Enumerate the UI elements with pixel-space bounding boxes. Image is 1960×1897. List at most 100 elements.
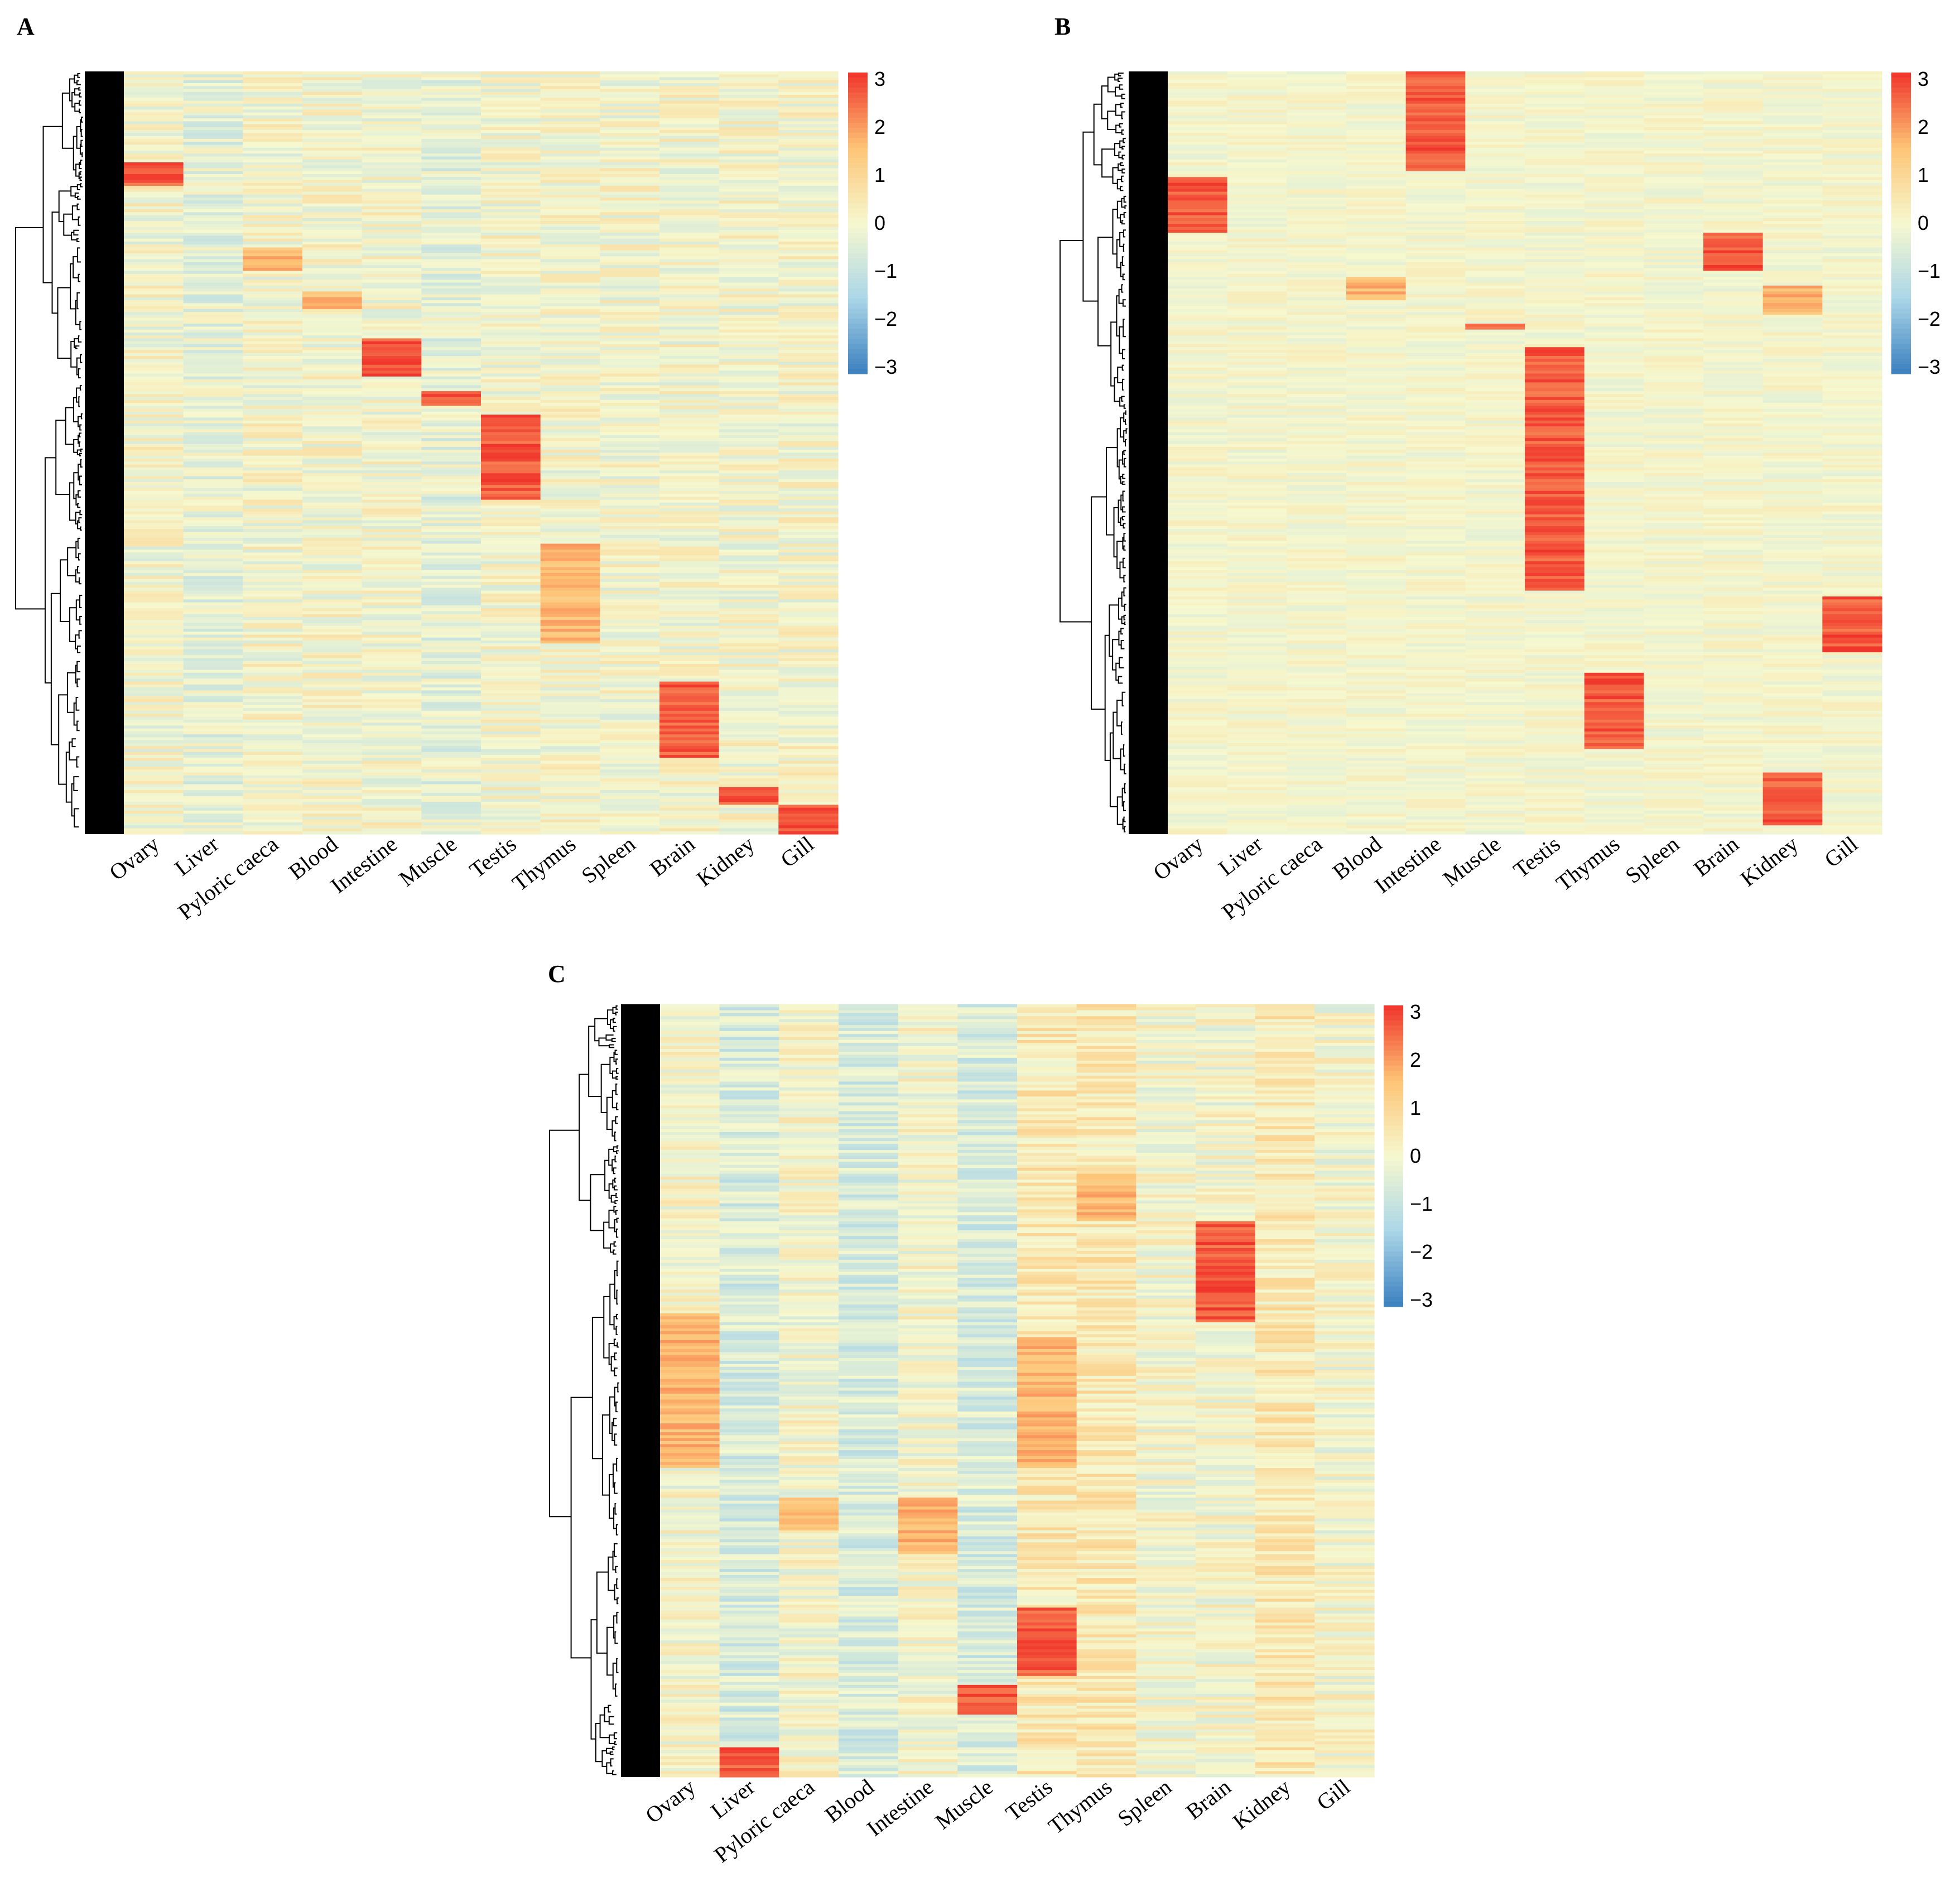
heatmap-cell	[1405, 643, 1466, 647]
heatmap-cell	[659, 625, 720, 629]
heatmap-cell	[362, 769, 422, 773]
heatmap-cell	[183, 719, 243, 723]
heatmap-cell	[1168, 508, 1228, 512]
heatmap-cell	[1465, 209, 1525, 213]
heatmap-cell	[1346, 417, 1407, 421]
heatmap-cell	[362, 532, 422, 536]
heatmap-cell	[302, 476, 363, 480]
heatmap-cell	[600, 89, 660, 93]
dendrogram-branch	[73, 472, 79, 499]
heatmap-cell	[1287, 406, 1347, 410]
heatmap-cell	[659, 497, 720, 500]
heatmap-cell	[659, 356, 720, 359]
heatmap-cell	[778, 625, 839, 629]
heatmap-cell	[124, 408, 184, 412]
dendrogram-branch	[76, 720, 80, 731]
heatmap-cell	[778, 189, 839, 192]
heatmap-cell	[659, 338, 720, 342]
dendrogram-branch	[78, 87, 81, 91]
heatmap-cell	[243, 309, 303, 312]
heatmap-cell	[302, 684, 363, 688]
heatmap-cell	[719, 461, 779, 465]
heatmap-cell	[362, 391, 422, 394]
heatmap-cell	[1227, 676, 1287, 679]
heatmap-cell	[243, 291, 303, 295]
heatmap-cell	[659, 259, 720, 263]
heatmap-cell	[778, 632, 839, 635]
heatmap-cell	[600, 130, 660, 134]
heatmap-cell	[243, 499, 303, 503]
column-label: Gill	[776, 831, 818, 873]
heatmap-cell	[1227, 778, 1287, 782]
heatmap-cell	[1287, 338, 1347, 342]
heatmap-cell	[659, 798, 720, 802]
heatmap-cell	[778, 581, 839, 585]
heatmap-cell	[183, 326, 243, 330]
heatmap-cell	[243, 813, 303, 817]
heatmap-cell	[362, 338, 422, 342]
heatmap-cell	[1227, 658, 1287, 662]
heatmap-cell	[1405, 567, 1466, 571]
dendrogram-branch	[74, 192, 79, 199]
heatmap-cell	[778, 775, 839, 779]
heatmap-cell	[659, 620, 720, 624]
heatmap-cell	[1227, 177, 1287, 181]
heatmap-cell	[1287, 429, 1347, 433]
heatmap-cell	[600, 511, 660, 515]
heatmap-cell	[600, 537, 660, 541]
heatmap-cell	[1346, 423, 1407, 427]
heatmap-cell	[302, 362, 363, 365]
heatmap-cell	[540, 602, 600, 606]
heatmap-cell	[243, 681, 303, 685]
heatmap-cell	[124, 482, 184, 485]
heatmap-cell	[778, 432, 839, 436]
heatmap-cell	[659, 758, 720, 762]
heatmap-cell	[183, 203, 243, 207]
heatmap-cell	[421, 221, 481, 224]
heatmap-cell	[421, 652, 481, 656]
heatmap-cell	[1465, 523, 1525, 527]
heatmap-cell	[1168, 200, 1228, 204]
heatmap-cell	[302, 681, 363, 685]
heatmap-cell	[124, 596, 184, 600]
heatmap-cell	[1227, 370, 1287, 374]
heatmap-cell	[302, 115, 363, 119]
heatmap-cell	[540, 488, 600, 492]
heatmap-cell	[1227, 391, 1287, 394]
heatmap-cell	[1168, 326, 1228, 330]
heatmap-cell	[778, 564, 839, 568]
heatmap-cells	[124, 71, 839, 835]
heatmap-cell	[600, 490, 660, 494]
heatmap-cell	[1287, 198, 1347, 201]
heatmap-cell	[124, 450, 184, 454]
heatmap-cell	[1227, 605, 1287, 609]
heatmap-cell	[302, 191, 363, 195]
heatmap-cell	[421, 107, 481, 110]
heatmap-cell	[183, 778, 243, 782]
heatmap-cell	[243, 532, 303, 536]
heatmap-cell	[124, 359, 184, 363]
heatmap-cell	[540, 224, 600, 228]
heatmap-cell	[183, 189, 243, 192]
heatmap-cell	[243, 411, 303, 415]
heatmap-cell	[1227, 109, 1287, 113]
heatmap-cell	[1465, 558, 1525, 562]
heatmap-cell	[1168, 459, 1228, 462]
heatmap-cell	[124, 716, 184, 720]
heatmap-cell	[1227, 235, 1287, 239]
heatmap-cell	[481, 303, 541, 307]
heatmap-cell	[1465, 490, 1525, 494]
heatmap-cell	[1168, 420, 1228, 424]
heatmap-cell	[1168, 593, 1228, 597]
heatmap-cell	[1525, 133, 1585, 137]
heatmap-cell	[659, 77, 720, 81]
heatmap-cell	[302, 423, 363, 427]
heatmap-cell	[1465, 646, 1525, 650]
heatmap-cell	[1465, 670, 1525, 673]
heatmap-cell	[719, 625, 779, 629]
heatmap-cell	[1287, 655, 1347, 659]
heatmap-cell	[659, 203, 720, 207]
heatmap-cell	[540, 394, 600, 398]
heatmap-cell	[481, 147, 541, 151]
heatmap-cell	[421, 115, 481, 119]
